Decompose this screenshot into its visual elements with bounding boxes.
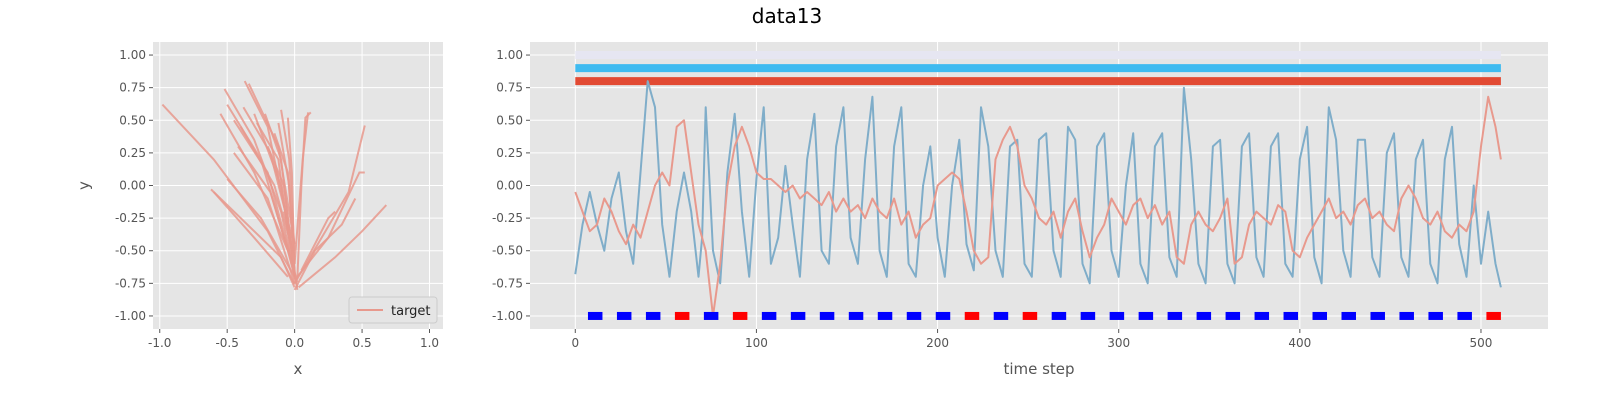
marker-blue <box>587 311 603 320</box>
marker-red <box>1022 311 1038 320</box>
marker-blue <box>1196 311 1212 320</box>
legend: target <box>348 296 438 324</box>
marker-blue <box>993 311 1009 320</box>
marker-blue <box>877 311 893 320</box>
target-trajectory-line <box>286 117 296 277</box>
y-tick-label: 0.50 <box>496 113 523 127</box>
marker-blue <box>935 311 951 320</box>
target-trajectory-line <box>226 178 296 278</box>
trajectory-plot-lines <box>161 80 388 291</box>
x-tick-label: 300 <box>1107 336 1130 350</box>
x-tick-label: 500 <box>1470 336 1493 350</box>
marker-blue <box>906 311 922 320</box>
time-series-x-ticks: 0 100 200 300 400 500 <box>571 329 1492 350</box>
marker-blue <box>819 311 835 320</box>
x-tick-label: 400 <box>1288 336 1311 350</box>
target-trajectory-line <box>293 112 310 264</box>
target-trajectory-line <box>277 122 296 280</box>
y-tick-label: -0.75 <box>492 276 523 290</box>
y-tick-label: 0.75 <box>496 81 523 95</box>
marker-blue <box>1341 311 1356 320</box>
y-tick-label: -0.50 <box>115 244 146 258</box>
y-tick-label: 0.00 <box>496 179 523 193</box>
marker-blue <box>1428 311 1443 320</box>
target-trajectory-line <box>296 171 365 278</box>
x-tick-label: 100 <box>745 336 768 350</box>
target-trajectory-line <box>293 198 357 291</box>
marker-blue <box>616 311 632 320</box>
marker-blue <box>1254 311 1270 320</box>
marker-blue <box>761 311 777 320</box>
time-series-y-ticks: -1.00 -0.75 -0.50 -0.25 0.00 0.25 0.50 0.75 1.00 <box>492 48 530 323</box>
x-tick-label: -1.0 <box>148 336 171 350</box>
legend-box <box>348 296 438 324</box>
time-series-horizontal-bars <box>575 51 1501 86</box>
target-trajectory-line <box>282 211 299 291</box>
marker-blue <box>1138 311 1154 320</box>
marker-blue <box>1399 311 1414 320</box>
trajectory-plot-x-ticks: -1.0 -0.5 0.0 0.5 1.0 <box>148 329 439 350</box>
target-trajectory-line <box>212 191 289 278</box>
x-tick-label: 200 <box>926 336 949 350</box>
y-tick-label: 1.00 <box>496 48 523 62</box>
y-tick-label: -0.75 <box>115 276 146 290</box>
marker-red <box>674 311 690 320</box>
marker-blue <box>1457 311 1472 320</box>
marker-blue <box>790 311 806 320</box>
marker-red <box>1486 311 1501 320</box>
series-line-red_series <box>574 95 1502 317</box>
time-series-lines <box>574 80 1502 317</box>
time-series-x-label: time step <box>1003 360 1074 378</box>
y-tick-label: -0.50 <box>492 244 523 258</box>
x-tick-label: 0 <box>571 336 579 350</box>
trajectory-plot-grid <box>153 42 443 329</box>
x-tick-label: 0.5 <box>353 336 372 350</box>
target-trajectory-line <box>298 204 388 289</box>
marker-red <box>732 311 748 320</box>
marker-blue <box>1167 311 1183 320</box>
marker-blue <box>1225 311 1241 320</box>
time-series-markers <box>587 311 1501 320</box>
marker-blue <box>1283 311 1299 320</box>
target-trajectory-line <box>210 188 296 288</box>
target-trajectory-line <box>233 152 296 284</box>
trajectory-plot-y-ticks: -1.00 -0.75 -0.50 -0.25 0.00 0.25 0.50 0.75 1.00 <box>115 48 153 323</box>
y-tick-label: 0.75 <box>119 81 146 95</box>
y-tick-label: 1.00 <box>119 48 146 62</box>
target-trajectory-line <box>300 210 336 271</box>
marker-blue <box>1370 311 1385 320</box>
legend-target-label: target <box>391 304 431 319</box>
x-tick-label: -0.5 <box>215 336 238 350</box>
trajectory-plot: -1.0 -0.5 0.0 0.5 1.0 -1.00 -0.75 -0.50 -0.25 0.… <box>75 42 443 378</box>
marker-blue <box>848 311 864 320</box>
y-tick-label: -1.00 <box>115 309 146 323</box>
y-tick-label: -1.00 <box>492 309 523 323</box>
marker-red <box>964 311 980 320</box>
y-tick-label: -0.25 <box>115 211 146 225</box>
trajectory-plot-y-label: y <box>75 181 93 190</box>
marker-blue <box>1312 311 1328 320</box>
y-tick-label: 0.25 <box>496 146 523 160</box>
marker-blue <box>645 311 661 320</box>
x-tick-label: 1.0 <box>420 336 439 350</box>
target-trajectory-line <box>237 145 299 283</box>
figure-title: data13 <box>752 4 823 28</box>
y-tick-label: 0.00 <box>119 179 146 193</box>
trajectory-plot-x-label: x <box>294 360 303 378</box>
marker-blue <box>1080 311 1096 320</box>
target-trajectory-line <box>293 125 366 284</box>
marker-blue <box>703 311 719 320</box>
time-series-plot: 0 100 200 300 400 500 -1.00 -0.75 -0.50 -0.25 0.0… <box>492 42 1548 378</box>
y-tick-label: 0.25 <box>119 146 146 160</box>
y-tick-label: -0.25 <box>492 211 523 225</box>
marker-blue <box>1109 311 1125 320</box>
x-tick-label: 0.0 <box>285 336 304 350</box>
y-tick-label: 0.50 <box>119 113 146 127</box>
marker-blue <box>1051 311 1067 320</box>
